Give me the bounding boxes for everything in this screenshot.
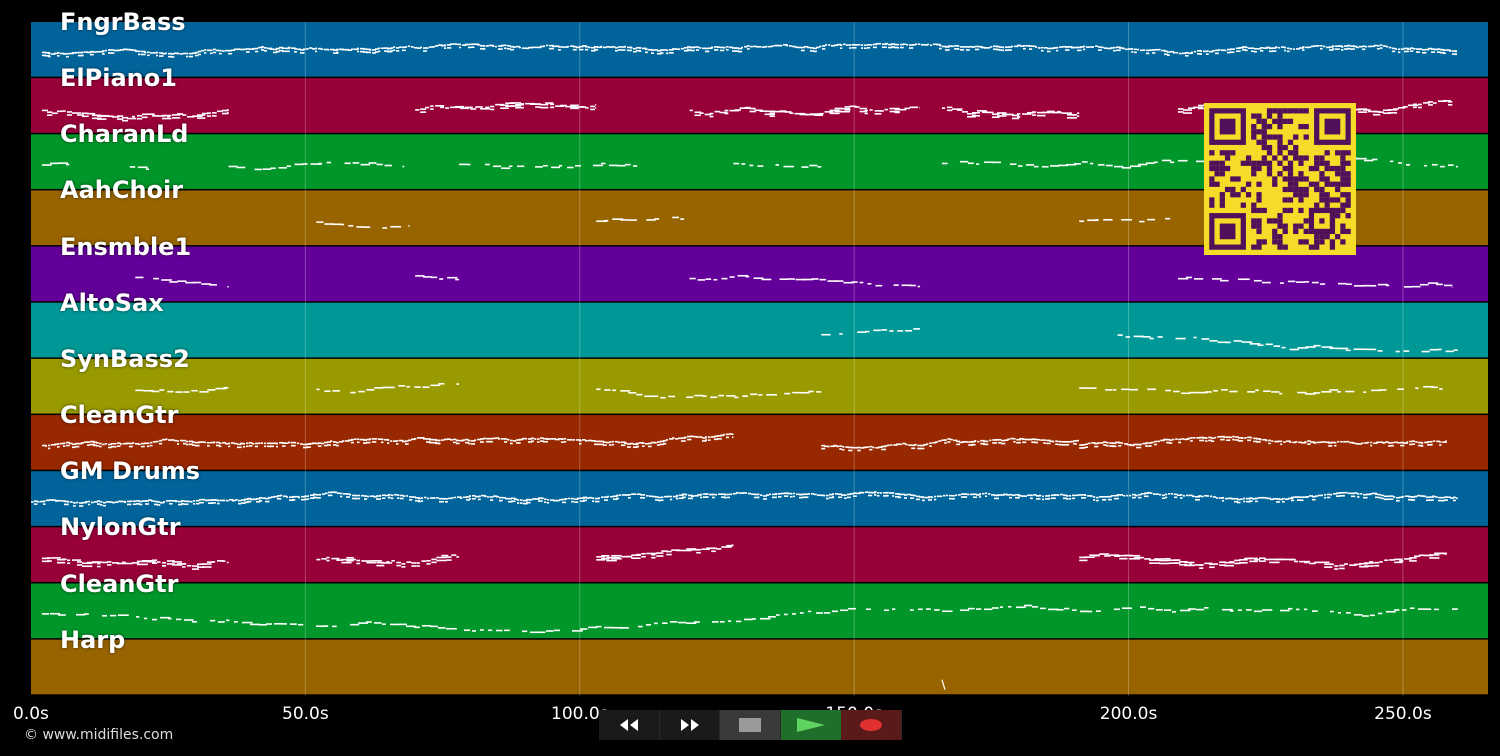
track-lane bbox=[31, 527, 1488, 582]
time-tick-label: 250.0s bbox=[1374, 704, 1432, 724]
track-lane bbox=[31, 302, 1488, 358]
track-notes bbox=[135, 274, 1453, 288]
copyright-notice: © www.midifiles.com bbox=[24, 727, 174, 743]
track-notes bbox=[41, 604, 1458, 634]
play-icon bbox=[796, 718, 825, 732]
track-notes bbox=[41, 42, 1458, 58]
track-notes bbox=[821, 328, 1458, 353]
track-notes bbox=[31, 491, 1458, 507]
fast-forward-button[interactable] bbox=[659, 710, 720, 740]
time-tick-label: 0.0s bbox=[13, 704, 49, 724]
track-lane bbox=[31, 639, 1488, 695]
track-notes bbox=[135, 382, 1443, 399]
time-tick-label: 50.0s bbox=[282, 704, 329, 724]
track-notes bbox=[941, 679, 946, 690]
track-notes bbox=[41, 99, 1453, 122]
track-lane bbox=[31, 246, 1488, 302]
track-notes bbox=[41, 433, 1447, 452]
track-notes bbox=[316, 216, 1171, 229]
track-lane bbox=[31, 358, 1488, 414]
qr-code-image bbox=[1204, 103, 1356, 255]
record-button[interactable] bbox=[841, 710, 902, 740]
stop-button[interactable] bbox=[720, 710, 781, 740]
transport-controls bbox=[599, 710, 902, 740]
time-tick-label: 200.0s bbox=[1099, 704, 1158, 724]
track-lane bbox=[31, 415, 1488, 470]
rewind-icon bbox=[619, 719, 638, 731]
rewind-button[interactable] bbox=[599, 710, 659, 740]
track-notes bbox=[41, 544, 1447, 570]
stop-icon bbox=[739, 718, 762, 732]
record-icon bbox=[860, 719, 883, 731]
fast-forward-icon bbox=[680, 719, 699, 731]
track-lane bbox=[31, 583, 1488, 639]
play-button[interactable] bbox=[780, 710, 841, 740]
time-tick-label: 100.0s bbox=[551, 704, 609, 724]
